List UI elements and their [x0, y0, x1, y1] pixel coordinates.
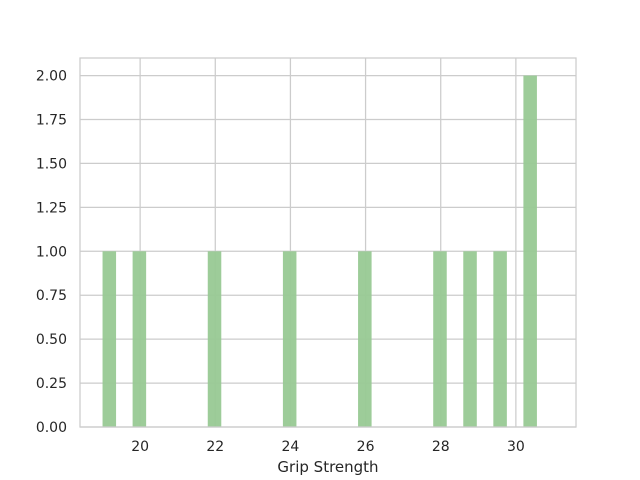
- y-tick-label: 0.75: [36, 288, 67, 304]
- y-tick-label: 0.00: [36, 420, 67, 436]
- x-tick-label: 24: [282, 439, 300, 455]
- histogram-bar: [282, 251, 297, 427]
- x-tick-label: 22: [206, 439, 224, 455]
- y-tick-labels: 0.00 0.25 0.50 0.75 1.00 1.25 1.50 1.75 2.00: [36, 69, 67, 436]
- y-tick-label: 1.00: [36, 244, 67, 260]
- grid-lines: [80, 58, 576, 428]
- x-tick-label: 28: [432, 439, 450, 455]
- plot-frame: [79, 57, 577, 428]
- y-tick-label: 1.75: [36, 113, 67, 129]
- histogram-bar: [493, 251, 507, 427]
- x-tick-labels: 20 22 24 26 28 30: [131, 439, 525, 455]
- x-tick-label: 30: [507, 439, 525, 455]
- y-tick-label: 1.50: [36, 156, 67, 172]
- histogram-bar: [523, 75, 537, 428]
- x-tick-label: 20: [131, 439, 149, 455]
- histogram-bar: [463, 251, 477, 427]
- histogram-bars: [102, 75, 537, 428]
- x-axis-label: Grip Strength: [277, 458, 378, 476]
- y-tick-label: 0.25: [36, 376, 67, 392]
- y-tick-label: 2.00: [36, 69, 67, 85]
- histogram-bar: [358, 251, 372, 427]
- histogram-bar: [132, 251, 147, 427]
- y-tick-label: 1.25: [36, 200, 67, 216]
- histogram-bar: [433, 251, 447, 427]
- y-tick-label: 0.50: [36, 332, 67, 348]
- histogram-bar: [102, 251, 117, 427]
- x-tick-label: 26: [357, 439, 375, 455]
- histogram-bar: [207, 251, 222, 427]
